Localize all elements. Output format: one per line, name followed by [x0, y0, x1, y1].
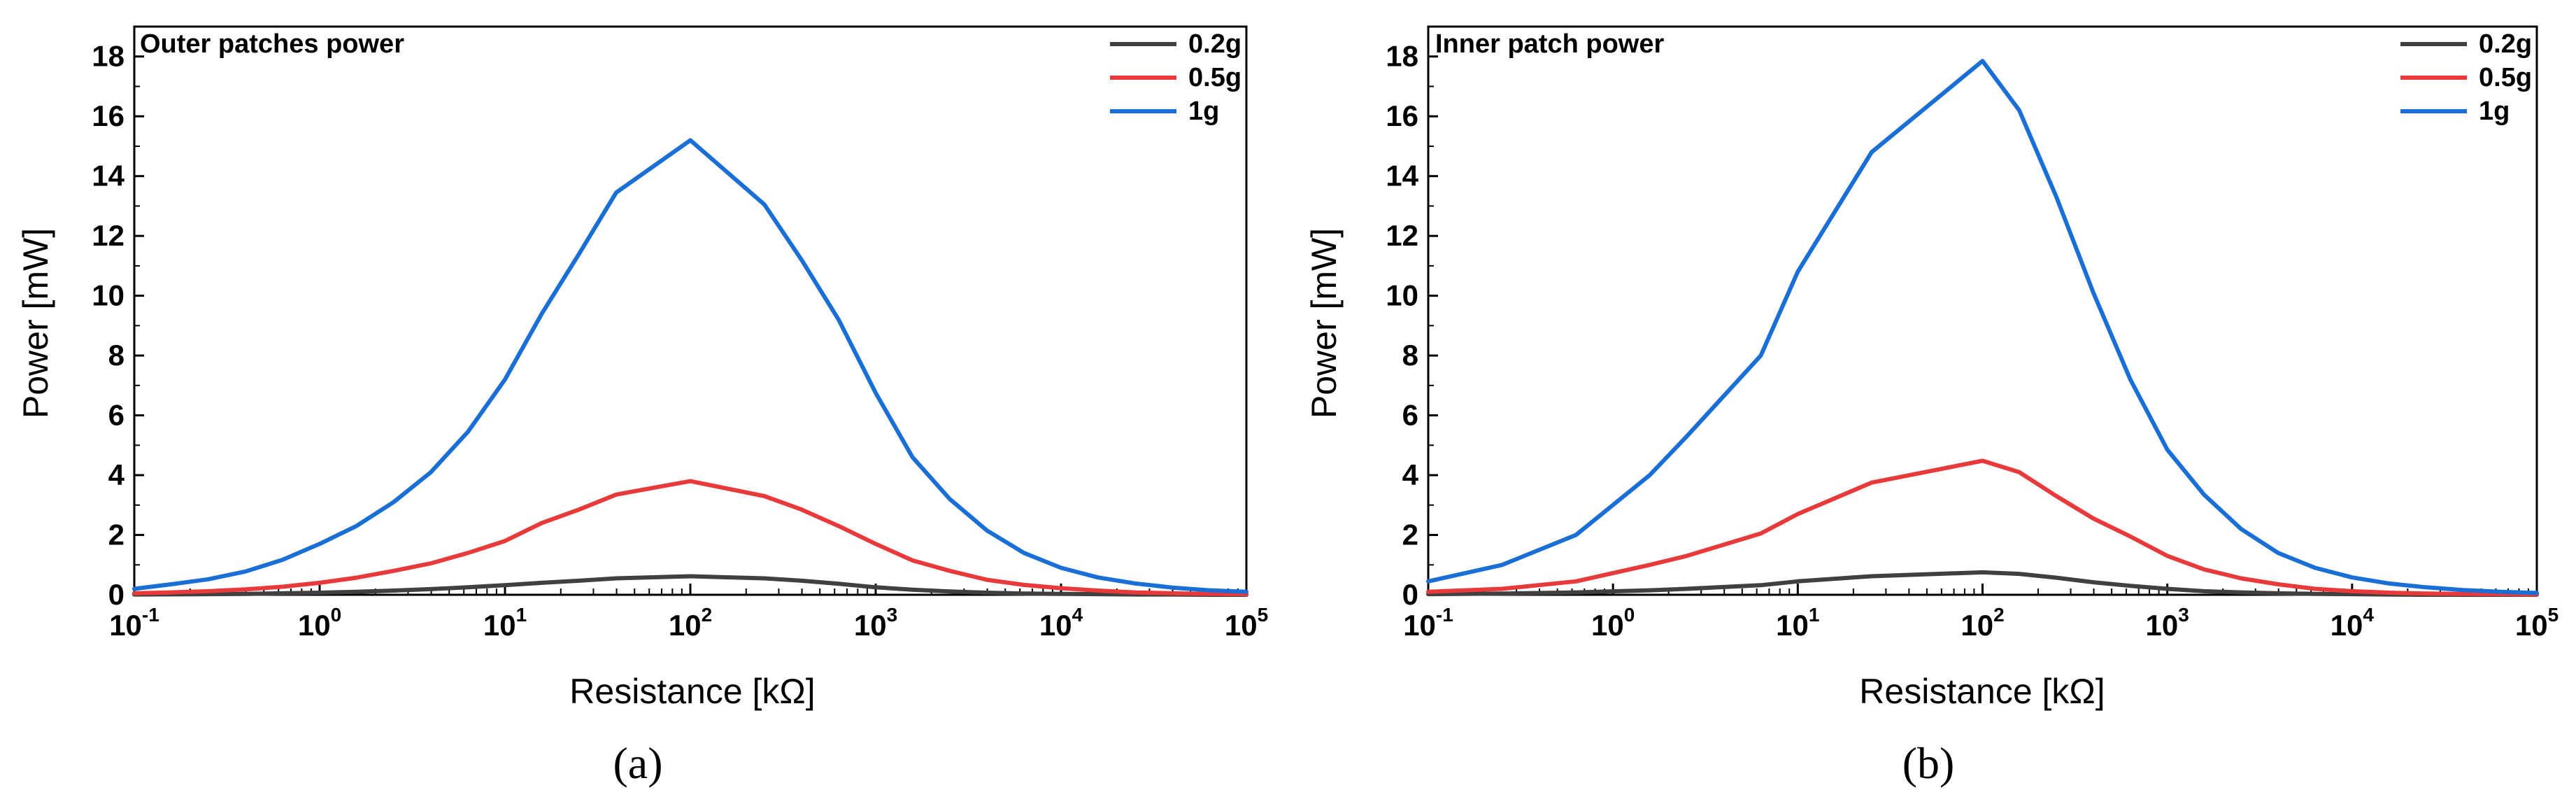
panel-b-ytick-label: 14 — [1386, 160, 1418, 192]
panel-a-ytick-label: 2 — [108, 519, 124, 551]
panel-a-series-line-0.5g — [132, 479, 1248, 597]
panel-a-ytick-label: 12 — [92, 219, 124, 252]
panel-b-xtick-base: 10 — [2146, 609, 2179, 642]
panel-b-xtick-label: 104 — [2331, 604, 2375, 642]
panel-a-legend-label: 0.2g — [1188, 29, 1241, 59]
panel-a-xtick-label: 10-1 — [109, 604, 159, 642]
panel-a-xtick-exponent: 3 — [887, 604, 898, 626]
panel-a-xtick-exponent: -1 — [142, 604, 159, 626]
panel-a-ytick-label: 18 — [92, 40, 124, 73]
panel-b-ylabel: Power [mW] — [1304, 228, 1344, 418]
panel-a-series-line-0.2g — [132, 574, 1248, 597]
panel-b-xtick-base: 10 — [2515, 609, 2548, 642]
panel-b-legend-label: 0.5g — [2479, 63, 2532, 92]
panel-a-xtick-exponent: 4 — [1072, 604, 1083, 626]
panel-b-xtick-label: 10-1 — [1403, 604, 1453, 642]
panel-b-xtick-exponent: 2 — [1993, 604, 2005, 626]
panel-b-xtick-base: 10 — [1591, 609, 1624, 642]
panel-a-xtick-label: 104 — [1039, 604, 1083, 642]
panel-a-ytick-label: 8 — [108, 339, 124, 372]
panel-a-title: Outer patches power — [140, 29, 404, 59]
panel-b-caption-text: (b) — [1902, 738, 1955, 788]
panel-b-ytick-label: 0 — [1402, 578, 1418, 611]
panel-a-xtick-base: 10 — [1039, 609, 1072, 642]
panel-a-ylabel: Power [mW] — [16, 228, 55, 418]
panel-a-series-line-1g — [132, 138, 1248, 594]
panel-b-xtick-label: 100 — [1591, 604, 1635, 642]
panel-b-series-line-0.5g — [1426, 458, 2539, 597]
panel-b-xtick-exponent: 3 — [2178, 604, 2189, 626]
panel-a-xtick-label: 103 — [854, 604, 897, 642]
panel-a-xlabel: Resistance [kΩ] — [569, 672, 815, 711]
panel-b-xtick-base: 10 — [2331, 609, 2363, 642]
panel-a: Outer patches power Resistance [kΩ] Powe… — [16, 25, 1268, 788]
panel-b-caption: (b) — [1902, 738, 1955, 788]
panel-b-xtick-base: 10 — [1403, 609, 1436, 642]
panel-b-xtick-exponent: 5 — [2548, 604, 2559, 626]
panel-a-ytick-label: 0 — [108, 578, 124, 611]
panel-a-caption-text: (a) — [613, 738, 662, 788]
panel-b-legend-label: 0.2g — [2479, 29, 2532, 59]
panel-a-ytick-label: 14 — [92, 160, 124, 192]
panel-a-ytick-label: 4 — [108, 458, 125, 491]
panel-a-xtick-base: 10 — [109, 609, 142, 642]
panel-b-ytick-label: 12 — [1386, 219, 1418, 252]
panel-b-ytick-label: 16 — [1386, 99, 1418, 132]
panel-b-xtick-exponent: 1 — [1809, 604, 1820, 626]
panel-a-xtick-label: 102 — [669, 604, 712, 642]
panel-a-ytick-label: 16 — [92, 99, 124, 132]
panel-a-legend-label: 1g — [1188, 97, 1219, 126]
panel-a-xtick-exponent: 1 — [516, 604, 527, 626]
panel-a-ytick-label: 6 — [108, 399, 124, 432]
panel-b-ytick-label: 6 — [1402, 399, 1418, 432]
panel-a-xtick-label: 100 — [298, 604, 341, 642]
panel-b-xtick-label: 103 — [2146, 604, 2189, 642]
panel-a-legend-label: 0.5g — [1188, 63, 1241, 92]
panel-b-title: Inner patch power — [1435, 29, 1664, 59]
panel-b-xtick-exponent: 4 — [2363, 604, 2374, 626]
panel-b-series-line-1g — [1426, 59, 2539, 595]
panel-b-ytick-label: 18 — [1386, 40, 1418, 73]
panel-b-xlabel: Resistance [kΩ] — [1859, 672, 2105, 711]
panel-a-xtick-exponent: 2 — [702, 604, 713, 626]
panel-a-xtick-base: 10 — [483, 609, 516, 642]
panel-a-xtick-exponent: 5 — [1258, 604, 1269, 626]
panel-b-plot-frame — [1427, 25, 2538, 596]
panel-b-xtick-label: 102 — [1961, 604, 2004, 642]
panel-a-plot-frame — [133, 25, 1248, 596]
panel-a-caption: (a) — [613, 738, 662, 788]
panel-b-xtick-base: 10 — [1961, 609, 1993, 642]
panel-a-ytick-label: 10 — [92, 279, 124, 312]
panel-b-legend-label: 1g — [2479, 97, 2510, 126]
panel-a-xtick-base: 10 — [669, 609, 702, 642]
panel-a-xtick-label: 101 — [483, 604, 527, 642]
panel-a-xtick-base: 10 — [1225, 609, 1258, 642]
panel-a-xtick-base: 10 — [854, 609, 887, 642]
panel-b-xtick-exponent: 0 — [1624, 604, 1635, 626]
panel-b-xtick-exponent: -1 — [1436, 604, 1453, 626]
panel-b-ytick-label: 2 — [1402, 519, 1418, 551]
panel-b-xtick-label: 105 — [2515, 604, 2559, 642]
panel-b-xtick-base: 10 — [1776, 609, 1809, 642]
panel-b: Inner patch power Resistance [kΩ] Power … — [1304, 25, 2559, 788]
panel-a-xtick-label: 105 — [1225, 604, 1268, 642]
panel-b-ytick-label: 8 — [1402, 339, 1418, 372]
panel-a-xtick-base: 10 — [298, 609, 331, 642]
panel-b-ytick-label: 10 — [1386, 279, 1418, 312]
panel-a-xtick-exponent: 0 — [331, 604, 342, 626]
panel-b-xtick-label: 101 — [1776, 604, 1819, 642]
panel-b-ytick-label: 4 — [1402, 458, 1419, 491]
